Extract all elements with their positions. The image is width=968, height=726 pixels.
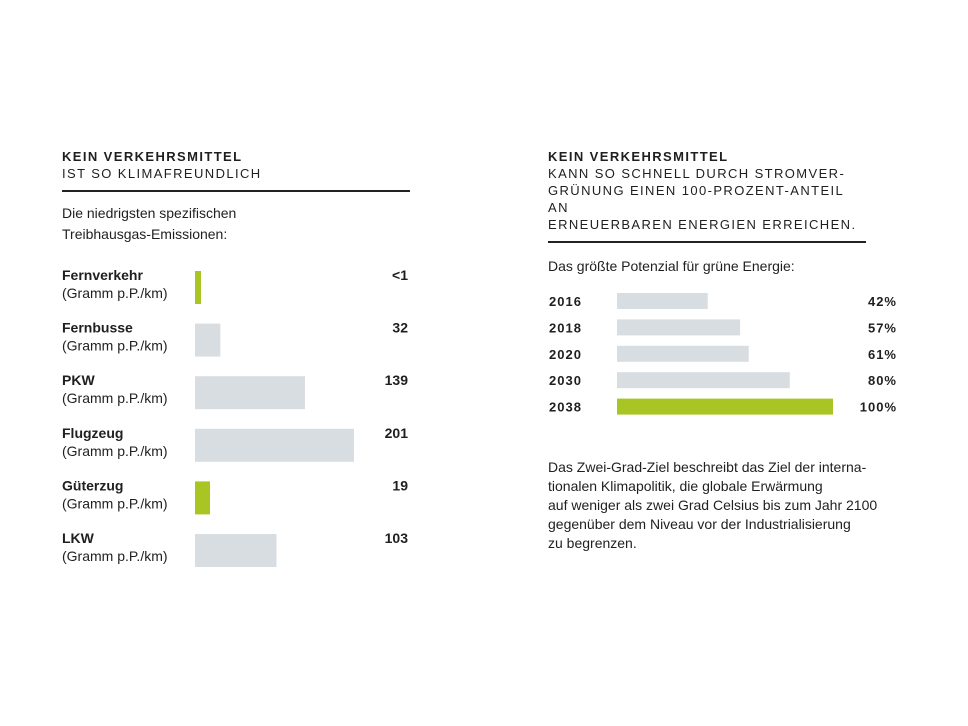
left-heading-subtitle: IST SO KLIMAFREUNDLICH: [62, 166, 262, 181]
unit-label: (Gramm p.P./km): [62, 285, 168, 301]
value-label: 32: [392, 320, 408, 336]
left-heading-title: KEIN VERKEHRSMITTEL: [62, 149, 243, 164]
value-label: 201: [385, 425, 409, 441]
unit-label: (Gramm p.P./km): [62, 443, 168, 459]
category-label: Fernbusse: [62, 320, 133, 336]
category-label: LKW: [62, 530, 95, 546]
right-heading-subtitle: KANN SO SCHNELL DURCH STROMVER- GRÜNUNG …: [548, 166, 857, 232]
unit-label: (Gramm p.P./km): [62, 390, 168, 406]
bar: [195, 428, 354, 462]
bar: [195, 481, 211, 515]
right-chart-subtitle: Das größte Potenzial für grüne Energie:: [548, 257, 795, 274]
bar: [195, 376, 305, 410]
unit-label: (Gramm p.P./km): [62, 548, 168, 564]
left-chart-subtitle: Die niedrigsten spezifischen Treibhausga…: [62, 204, 237, 242]
left-panel: KEIN VERKEHRSMITTEL IST SO KLIMAFREUNDLI…: [62, 148, 410, 245]
bar: [195, 534, 277, 567]
value-label: <1: [392, 267, 408, 283]
bar: [195, 271, 201, 304]
category-label: Fernverkehr: [62, 267, 143, 283]
value-label: 19: [392, 477, 408, 493]
bar: [195, 323, 221, 357]
value-label: 103: [385, 530, 409, 546]
category-label: Güterzug: [62, 477, 123, 493]
right-panel: KEIN VERKEHRSMITTEL KANN SO SCHNELL DURC…: [548, 148, 866, 277]
two-degree-note: Das Zwei-Grad-Ziel beschreibt das Ziel d…: [548, 459, 878, 551]
value-label: 139: [385, 372, 409, 388]
unit-label: (Gramm p.P./km): [62, 338, 168, 354]
right-heading-rule: [548, 241, 866, 243]
category-label: PKW: [62, 372, 95, 388]
unit-label: (Gramm p.P./km): [62, 495, 168, 511]
category-label: Flugzeug: [62, 425, 123, 441]
right-heading-title: KEIN VERKEHRSMITTEL: [548, 149, 729, 164]
left-heading-rule: [62, 190, 410, 192]
